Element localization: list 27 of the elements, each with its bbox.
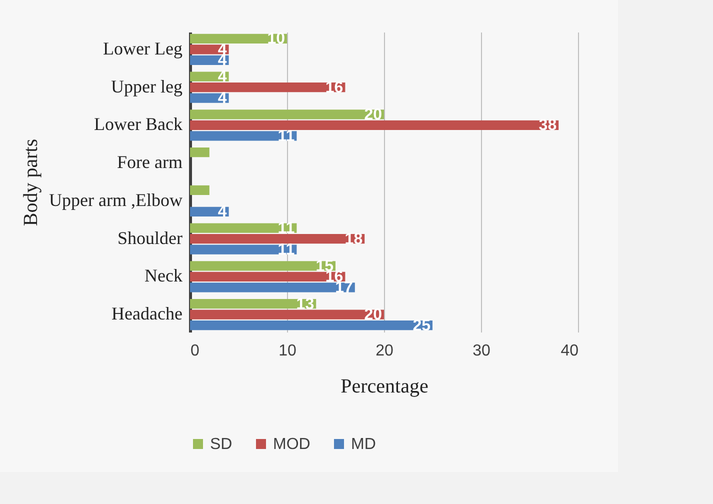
data-label: 4 [218, 90, 227, 108]
data-label: 38 [538, 117, 557, 134]
x-tick-label: 40 [560, 342, 579, 360]
y-tick-label: Upper arm ,Elbow [49, 190, 182, 210]
y-tick-label: Fore arm [117, 152, 182, 172]
x-axis-title: Percentage [340, 376, 428, 398]
data-label: 20 [364, 106, 382, 124]
x-tick-label: 20 [376, 342, 394, 360]
y-tick-label: Lower Leg [103, 38, 182, 58]
y-tick-label: Shoulder [118, 228, 182, 248]
legend-label: MOD [273, 436, 310, 453]
x-tick-label: 0 [190, 342, 200, 360]
data-label: 20 [364, 306, 382, 324]
y-tick-label: Neck [144, 266, 182, 286]
y-tick-label: Upper leg [111, 76, 182, 96]
data-label: 11 [278, 242, 295, 259]
y-axis-title: Body parts [20, 138, 42, 226]
data-label: 4 [218, 68, 227, 86]
x-tick-label: 30 [472, 342, 490, 360]
data-label: 11 [278, 128, 295, 145]
legend-label: SD [210, 436, 232, 453]
y-tick-label: Headache [112, 304, 183, 324]
y-tick-label: Lower Back [94, 114, 182, 134]
data-label: 11 [278, 220, 295, 238]
legend-label: MD [351, 436, 376, 453]
data-label: 4 [218, 204, 227, 221]
x-tick-label: 10 [278, 342, 296, 360]
